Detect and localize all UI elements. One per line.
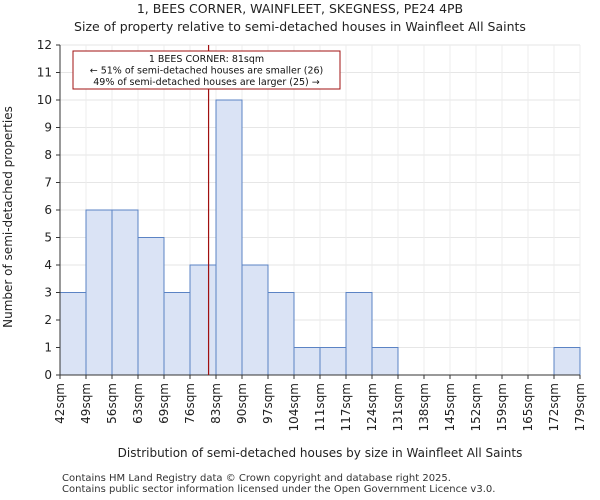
bar bbox=[189, 264, 217, 376]
y-tick-label: 10 bbox=[37, 93, 52, 107]
bar bbox=[59, 292, 87, 376]
x-tick-labels: 42sqm 49sqm 56sqm 63sqm 69sqm 76sqm 83sqm 90sqm… bbox=[53, 375, 587, 431]
x-tick-label: 145sqm bbox=[443, 383, 457, 431]
y-axis-label: Number of semi-detached properties bbox=[1, 106, 15, 328]
y-tick-label: 0 bbox=[44, 368, 52, 382]
bar bbox=[267, 292, 295, 376]
x-tick-label: 124sqm bbox=[365, 383, 379, 431]
x-tick-label: 63sqm bbox=[131, 383, 145, 424]
bar bbox=[137, 237, 165, 376]
y-tick-label: 3 bbox=[44, 286, 52, 300]
footer-line-2: Contains public sector information licen… bbox=[62, 484, 496, 495]
footer-line-1: Contains HM Land Registry data © Crown c… bbox=[62, 473, 451, 484]
x-tick-label: 111sqm bbox=[313, 383, 327, 431]
bar bbox=[371, 347, 399, 376]
x-tick-label: 159sqm bbox=[495, 383, 509, 431]
x-tick-label: 138sqm bbox=[417, 383, 431, 431]
y-tick-label: 5 bbox=[44, 231, 52, 245]
bar bbox=[345, 292, 373, 376]
x-tick-label: 83sqm bbox=[209, 383, 223, 424]
x-tick-label: 104sqm bbox=[287, 383, 301, 431]
x-tick-label: 90sqm bbox=[235, 383, 249, 424]
y-tick-label: 6 bbox=[44, 203, 52, 217]
x-tick-label: 42sqm bbox=[53, 383, 67, 424]
x-axis-label: Distribution of semi-detached houses by … bbox=[118, 446, 523, 460]
bar bbox=[215, 99, 243, 376]
y-tick-label: 2 bbox=[44, 313, 52, 327]
y-tick-label: 9 bbox=[44, 121, 52, 135]
x-tick-label: 56sqm bbox=[105, 383, 119, 424]
x-tick-label: 165sqm bbox=[521, 383, 535, 431]
x-tick-label: 117sqm bbox=[339, 383, 353, 431]
bar bbox=[319, 347, 347, 376]
x-tick-label: 179sqm bbox=[573, 383, 587, 431]
bar bbox=[111, 209, 139, 376]
property-marker: 1 BEES CORNER: 81sqm← 51% of semi-detach… bbox=[72, 45, 341, 375]
y-tick-label: 8 bbox=[44, 148, 52, 162]
bar bbox=[241, 264, 269, 376]
bar bbox=[553, 347, 581, 376]
y-tick-label: 1 bbox=[44, 341, 52, 355]
bar bbox=[85, 209, 113, 376]
chart-title: 1, BEES CORNER, WAINFLEET, SKEGNESS, PE2… bbox=[136, 1, 464, 16]
x-tick-label: 49sqm bbox=[79, 383, 93, 424]
x-tick-label: 172sqm bbox=[547, 383, 561, 431]
bar bbox=[163, 292, 191, 376]
y-tick-label: 12 bbox=[37, 38, 52, 52]
annotation-line: ← 51% of semi-detached houses are smalle… bbox=[90, 66, 324, 77]
y-tick-label: 4 bbox=[44, 258, 52, 272]
x-tick-label: 152sqm bbox=[469, 383, 483, 431]
y-tick-label: 11 bbox=[37, 66, 52, 80]
x-tick-label: 76sqm bbox=[183, 383, 197, 424]
annotation-box bbox=[72, 50, 341, 90]
annotation-line: 49% of semi-detached houses are larger (… bbox=[93, 77, 320, 88]
y-tick-label: 7 bbox=[44, 176, 52, 190]
annotation-line: 1 BEES CORNER: 81sqm bbox=[149, 54, 264, 65]
chart-subtitle: Size of property relative to semi-detach… bbox=[74, 19, 526, 34]
x-tick-label: 97sqm bbox=[261, 383, 275, 424]
bar bbox=[293, 347, 321, 376]
bars bbox=[59, 99, 581, 376]
x-tick-label: 131sqm bbox=[391, 383, 405, 431]
x-tick-label: 69sqm bbox=[157, 383, 171, 424]
